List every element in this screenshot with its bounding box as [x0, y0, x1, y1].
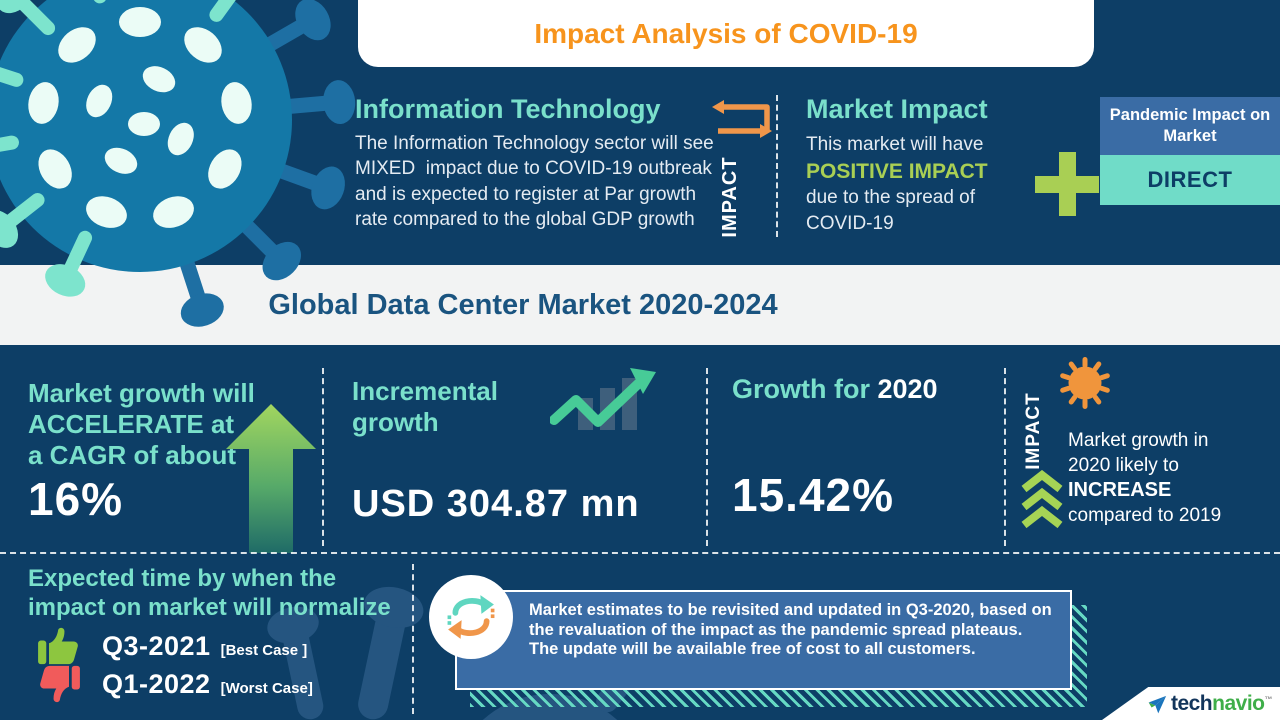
- logo-part2: navio: [1212, 691, 1265, 715]
- refresh-icon: [447, 595, 495, 639]
- pandemic-impact-box: Pandemic Impact on Market: [1100, 97, 1280, 155]
- normalize-heading-line2: impact on market will normalize: [28, 594, 391, 621]
- market-impact-title: Market Impact: [806, 94, 988, 124]
- cagr-heading-line2: ACCELERATE at: [28, 409, 235, 439]
- page-title: Impact Analysis of COVID-19: [534, 17, 918, 49]
- impact-note-line1: Market growth in: [1068, 430, 1209, 451]
- pandemic-impact-label: Pandemic Impact on Market: [1109, 106, 1271, 145]
- cagr-value: 16%: [28, 473, 124, 525]
- coronavirus-small-icon: [1060, 357, 1110, 409]
- market-impact-line1: This market will have: [806, 134, 984, 155]
- title-banner: Impact Analysis of COVID-19: [358, 0, 1094, 67]
- up-arrow-icon: [226, 404, 316, 553]
- growth2020-value: 15.42%: [732, 469, 895, 521]
- note-box: Market estimates to be revisited and upd…: [455, 590, 1072, 690]
- coronavirus-illustration-icon: [0, 0, 356, 327]
- sector-description: The Information Technology sector will s…: [355, 133, 719, 230]
- note-text: Market estimates to be revisited and upd…: [529, 601, 1052, 658]
- divider-stats-2: [706, 368, 708, 546]
- cagr-heading-line1: Market growth will: [28, 378, 255, 408]
- logo-part1: tech: [1170, 691, 1213, 715]
- thumbs-up-icon: [38, 627, 78, 665]
- refresh-badge: [429, 575, 513, 659]
- thumbs-down-icon: [40, 665, 80, 703]
- divider-horizontal: [0, 552, 1280, 554]
- best-case-value: Q3-2021: [102, 630, 211, 661]
- normalize-heading-line1: Expected time by when the: [28, 565, 337, 592]
- plus-icon: [1035, 152, 1099, 216]
- trend-up-icon: [550, 368, 656, 430]
- pandemic-impact-value-box: DIRECT: [1100, 155, 1280, 205]
- growth2020-year: 2020: [877, 374, 938, 404]
- market-title: Global Data Center Market 2020-2024: [268, 288, 778, 321]
- logo-tm: ™: [1264, 694, 1273, 704]
- pandemic-impact-value: DIRECT: [1147, 167, 1233, 192]
- incremental-value: USD 304.87 mn: [352, 483, 640, 525]
- divider-top: [776, 95, 778, 237]
- market-impact-line3: COVID-19: [806, 213, 894, 234]
- sector-title: Information Technology: [355, 94, 661, 124]
- impact-note-line2: 2020 likely to: [1068, 455, 1179, 476]
- divider-bottom: [412, 564, 414, 714]
- cagr-heading-line3: a CAGR of about: [28, 440, 236, 470]
- impact-note-highlight: INCREASE: [1068, 479, 1172, 501]
- impact-vertical-label-stats: IMPACT: [1023, 392, 1044, 470]
- impact-note-line3: compared to 2019: [1068, 505, 1222, 526]
- chevrons-up-icon: [1021, 470, 1063, 529]
- worst-case-label: [Worst Case]: [220, 679, 313, 697]
- divider-stats-3: [1004, 368, 1006, 546]
- incremental-heading-line2: growth: [352, 407, 439, 437]
- market-impact-highlight: POSITIVE IMPACT: [806, 160, 988, 183]
- logo-band: technavio™: [1102, 687, 1280, 720]
- divider-stats-1: [322, 368, 324, 546]
- growth2020-label: Growth for: [732, 374, 870, 404]
- logo-wordmark: technavio™: [1170, 691, 1273, 716]
- swap-arrows-icon: [712, 100, 772, 138]
- incremental-heading-line1: Incremental: [352, 376, 498, 406]
- technavio-logo-icon: [1148, 695, 1167, 714]
- worst-case-value: Q1-2022: [102, 668, 211, 699]
- market-impact-line2: due to the spread of: [806, 187, 976, 208]
- best-case-label: [Best Case ]: [220, 641, 308, 659]
